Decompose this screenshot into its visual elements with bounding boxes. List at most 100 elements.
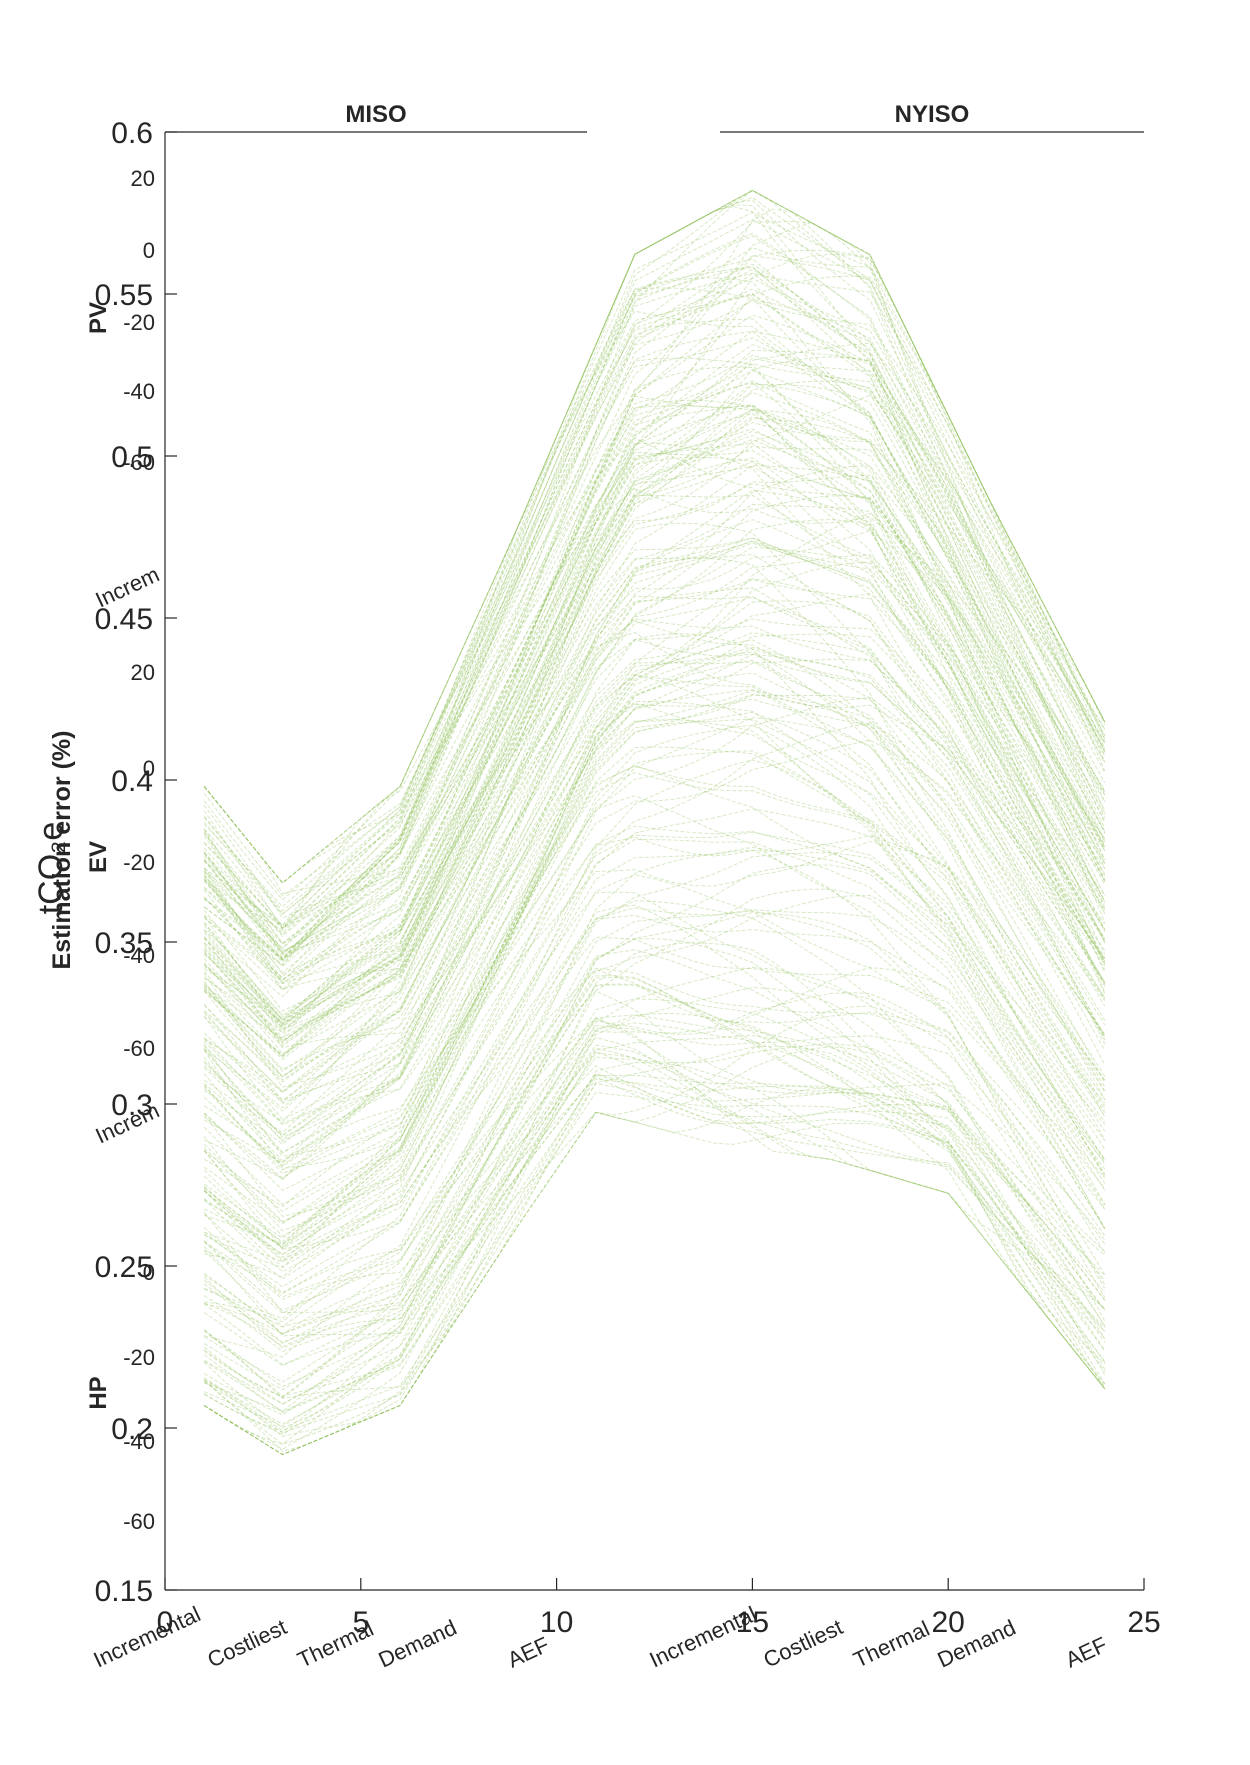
row-tick-label: -60 <box>123 1509 155 1534</box>
series-line <box>203 461 1106 1026</box>
series-line <box>203 595 1106 1109</box>
series-line <box>203 519 1106 1153</box>
series-line <box>203 910 1106 1383</box>
row-label-hp: HP <box>85 1376 112 1409</box>
series-line <box>203 561 1106 1049</box>
series-line <box>203 189 1106 908</box>
series-line <box>203 247 1106 884</box>
series-line <box>203 557 1106 1243</box>
series-line <box>203 495 1106 1035</box>
series-line <box>203 711 1106 1175</box>
series-line <box>203 399 1106 1078</box>
series-line <box>203 382 1106 1121</box>
series-line <box>203 1014 1106 1388</box>
series-line <box>203 698 1106 1105</box>
series-line <box>203 1012 1106 1456</box>
series-line <box>203 618 1106 1134</box>
series-line <box>203 272 1106 967</box>
row-tick-label: 20 <box>131 166 155 191</box>
series-line <box>203 357 1106 1039</box>
x-tick-label: 20 <box>932 1606 965 1639</box>
series-line <box>203 442 1106 1123</box>
series-line <box>203 272 1106 884</box>
series-line <box>203 199 1106 901</box>
series-line <box>203 314 1106 1017</box>
series-line <box>203 949 1106 1349</box>
series-line <box>203 938 1106 1429</box>
row-labels: PV EV HP <box>85 302 112 1410</box>
series-line <box>203 646 1106 1141</box>
series-line <box>203 416 1106 1042</box>
series-line <box>203 196 1106 884</box>
series-line <box>203 404 1106 984</box>
series-line <box>203 632 1106 1139</box>
series-line <box>203 189 1106 897</box>
series-line <box>203 967 1106 1328</box>
series-line <box>203 445 1106 1034</box>
series-line <box>203 235 1106 954</box>
series-line <box>203 722 1106 1223</box>
series-line <box>203 894 1106 1298</box>
series-line <box>203 1051 1106 1344</box>
y-tick-label: 0.35 <box>95 927 153 960</box>
series-line <box>203 1044 1106 1425</box>
series-line <box>203 189 1106 912</box>
series-line <box>203 840 1106 1163</box>
series-line <box>203 1082 1106 1456</box>
series-line <box>203 442 1106 1027</box>
y-tick-label: 0.6 <box>111 117 153 150</box>
series-line <box>203 205 1106 931</box>
series-line <box>203 344 1106 1027</box>
series-line <box>203 232 1106 956</box>
series-line <box>203 293 1106 937</box>
row-tick-label: -60 <box>123 1036 155 1061</box>
series-line <box>203 1061 1106 1456</box>
series-line <box>203 808 1106 1314</box>
series-line <box>203 689 1106 1239</box>
series-line <box>203 464 1106 1077</box>
series-line <box>203 318 1106 979</box>
series-line <box>203 1046 1106 1452</box>
series-line <box>203 189 1106 929</box>
series-line <box>203 849 1106 1405</box>
series-line <box>203 437 1106 961</box>
series-line <box>203 418 1106 980</box>
series-line <box>203 689 1106 1225</box>
series-line <box>203 330 1106 1057</box>
series-line <box>203 874 1106 1398</box>
series-line <box>203 639 1106 1043</box>
series-line <box>203 631 1106 1024</box>
x-tick-label: 25 <box>1127 1606 1160 1639</box>
series-line <box>203 530 1106 1029</box>
series-line <box>203 457 1106 1030</box>
y-axis-label-tco2e: tCO₂e <box>32 822 70 915</box>
series-line <box>203 976 1106 1416</box>
row-tick-label: -20 <box>123 1345 155 1370</box>
series-line <box>203 911 1106 1335</box>
series-line <box>203 287 1106 949</box>
series-line <box>203 618 1106 1164</box>
series-line <box>203 1086 1106 1437</box>
series-line <box>203 474 1106 961</box>
series-line <box>203 456 1106 1112</box>
series-line <box>204 990 1106 1358</box>
series-line <box>203 1076 1106 1335</box>
series-line <box>203 221 1106 884</box>
row-tick-label: -20 <box>123 310 155 335</box>
series-line <box>203 204 1106 929</box>
series-line <box>203 189 1106 944</box>
series-line <box>203 746 1106 1256</box>
x-tick-label: 10 <box>540 1606 573 1639</box>
series-line <box>203 600 1106 1125</box>
series-line <box>203 430 1106 1045</box>
series-line <box>203 852 1106 1311</box>
series-line <box>203 1074 1106 1456</box>
series-line <box>203 249 1106 895</box>
series-line <box>203 831 1106 1250</box>
series-line <box>203 966 1106 1295</box>
row-tick-label: 20 <box>131 660 155 685</box>
series-line <box>203 651 1106 1158</box>
series-line <box>203 986 1106 1397</box>
series-line <box>203 382 1106 1022</box>
series-line <box>203 772 1106 1208</box>
